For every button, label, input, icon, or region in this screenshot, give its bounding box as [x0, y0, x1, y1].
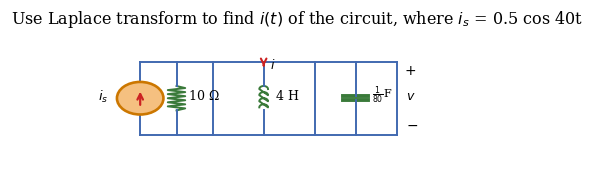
Text: 4 H: 4 H	[277, 90, 299, 103]
Text: $v$: $v$	[405, 90, 415, 103]
Text: $i$: $i$	[270, 58, 275, 72]
Circle shape	[117, 82, 163, 115]
Text: $\frac{1}{80}$F: $\frac{1}{80}$F	[372, 85, 393, 106]
Text: $+$: $+$	[404, 64, 416, 78]
Text: $i_s$: $i_s$	[98, 89, 108, 105]
Text: 10 Ω: 10 Ω	[188, 90, 219, 103]
Text: $-$: $-$	[405, 118, 418, 132]
Text: Use Laplace transform to find $i(t)$ of the circuit, where $i_s$ = 0.5 cos 40t: Use Laplace transform to find $i(t)$ of …	[11, 9, 583, 30]
